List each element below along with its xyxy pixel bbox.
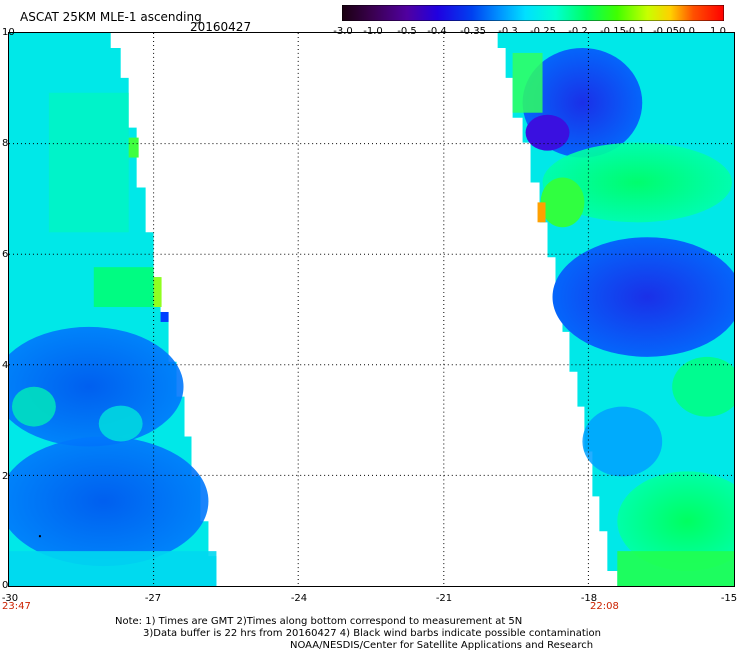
right-green-patch [540, 177, 585, 228]
right-blue-patch [582, 406, 663, 477]
cb-label: -0.4 [427, 26, 447, 37]
cb-label: -0.25 [530, 26, 556, 37]
colorbar-labels: -3.0 -1.0 -0.5 -0.4 -0.35 -0.3 -0.25 -0.… [330, 26, 730, 38]
right-green-patch [512, 52, 543, 113]
cb-label: 0.0 [679, 26, 695, 37]
cb-label: -0.05 [653, 26, 679, 37]
y-tick-label: 8 [2, 138, 9, 149]
map-plot [8, 32, 735, 587]
cb-label: -0.3 [498, 26, 518, 37]
left-green-patch [48, 92, 129, 233]
y-tick-label: 10 [2, 27, 15, 38]
y-tick-label: 4 [2, 360, 9, 371]
x-tick-label: -15 [720, 593, 738, 604]
right-purple-patch [525, 114, 570, 151]
left-blue-patch [160, 311, 169, 322]
left-cyan-patch [98, 405, 143, 442]
time-label-right: 22:08 [590, 601, 619, 612]
note-line-3: NOAA/NESDIS/Center for Satellite Applica… [290, 640, 594, 651]
y-tick-label: 6 [2, 249, 9, 260]
grid-lines [9, 33, 734, 586]
left-cyan-patch [11, 386, 56, 427]
cb-label: -0.35 [460, 26, 486, 37]
x-tick-label: -24 [290, 593, 308, 604]
left-green-patch [128, 137, 139, 158]
right-green-patch [672, 356, 734, 417]
right-green-patch [542, 142, 733, 223]
cb-label: -1.0 [363, 26, 383, 37]
x-tick-label: -30 [1, 593, 19, 604]
x-tick-label: -21 [435, 593, 453, 604]
right-green-patch [617, 551, 734, 586]
colorbar [342, 5, 724, 21]
left-green-patch [93, 267, 154, 308]
y-tick-label: 2 [2, 471, 9, 482]
left-green-patch [153, 277, 162, 308]
time-label-left: 23:47 [2, 601, 31, 612]
note-line-1: Note: 1) Times are GMT 2)Times along bot… [115, 616, 523, 627]
cb-label: -0.2 [568, 26, 588, 37]
cb-label: -0.5 [397, 26, 417, 37]
left-cyan-patch [9, 551, 217, 586]
right-green-patch [617, 471, 734, 572]
cb-label: -0.15 [600, 26, 626, 37]
right-blue-patch [552, 237, 734, 357]
map-title: ASCAT 25KM MLE-1 ascending [20, 10, 202, 24]
wind-barb-mark [38, 535, 41, 538]
note-line-2: 3)Data buffer is 22 hrs from 20160427 4)… [143, 628, 601, 639]
cb-label: -3.0 [333, 26, 353, 37]
x-tick-label: -27 [144, 593, 162, 604]
cb-label: -0.1 [625, 26, 645, 37]
left-blue-patch [9, 436, 209, 567]
y-tick-label: 0 [2, 580, 9, 591]
x-tick-label: -18 [580, 593, 598, 604]
cb-label: 1.0 [710, 26, 726, 37]
right-orange-patch [537, 202, 546, 223]
map-date: 20160427 [190, 20, 252, 34]
